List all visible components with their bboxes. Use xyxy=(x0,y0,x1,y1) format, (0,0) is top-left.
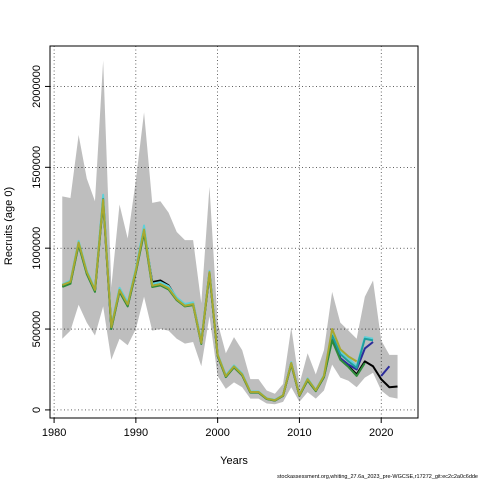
y-tick-label: 2000000 xyxy=(31,65,43,108)
footer-source: stockassessment.org,whiting_27.6a_2023_p… xyxy=(277,474,478,480)
series-lines xyxy=(61,193,398,402)
y-tick-label: 0 xyxy=(31,407,43,413)
y-tick-label: 1000000 xyxy=(31,227,43,270)
band-polygon xyxy=(62,60,398,405)
series-line-6 xyxy=(61,198,358,402)
grid xyxy=(50,46,418,418)
x-axis-title: Years xyxy=(220,455,248,467)
x-tick-label: 1980 xyxy=(42,427,66,439)
series-line-2 xyxy=(380,365,391,377)
y-tick-label: 500000 xyxy=(31,311,43,348)
confidence-band xyxy=(62,60,398,405)
x-tick-label: 1990 xyxy=(124,427,148,439)
x-tick-label: 2000 xyxy=(205,427,229,439)
y-tick-label: 1500000 xyxy=(31,146,43,189)
plot-frame xyxy=(49,45,419,419)
x-tick-label: 2010 xyxy=(287,427,311,439)
x-axis: 1980 1990 2000 2010 2020 xyxy=(42,418,393,439)
x-tick-label: 2020 xyxy=(369,427,393,439)
y-axis-title: Recruits (age 0) xyxy=(3,187,15,265)
y-axis: 0 500000 1000000 1500000 2000000 xyxy=(31,65,50,413)
